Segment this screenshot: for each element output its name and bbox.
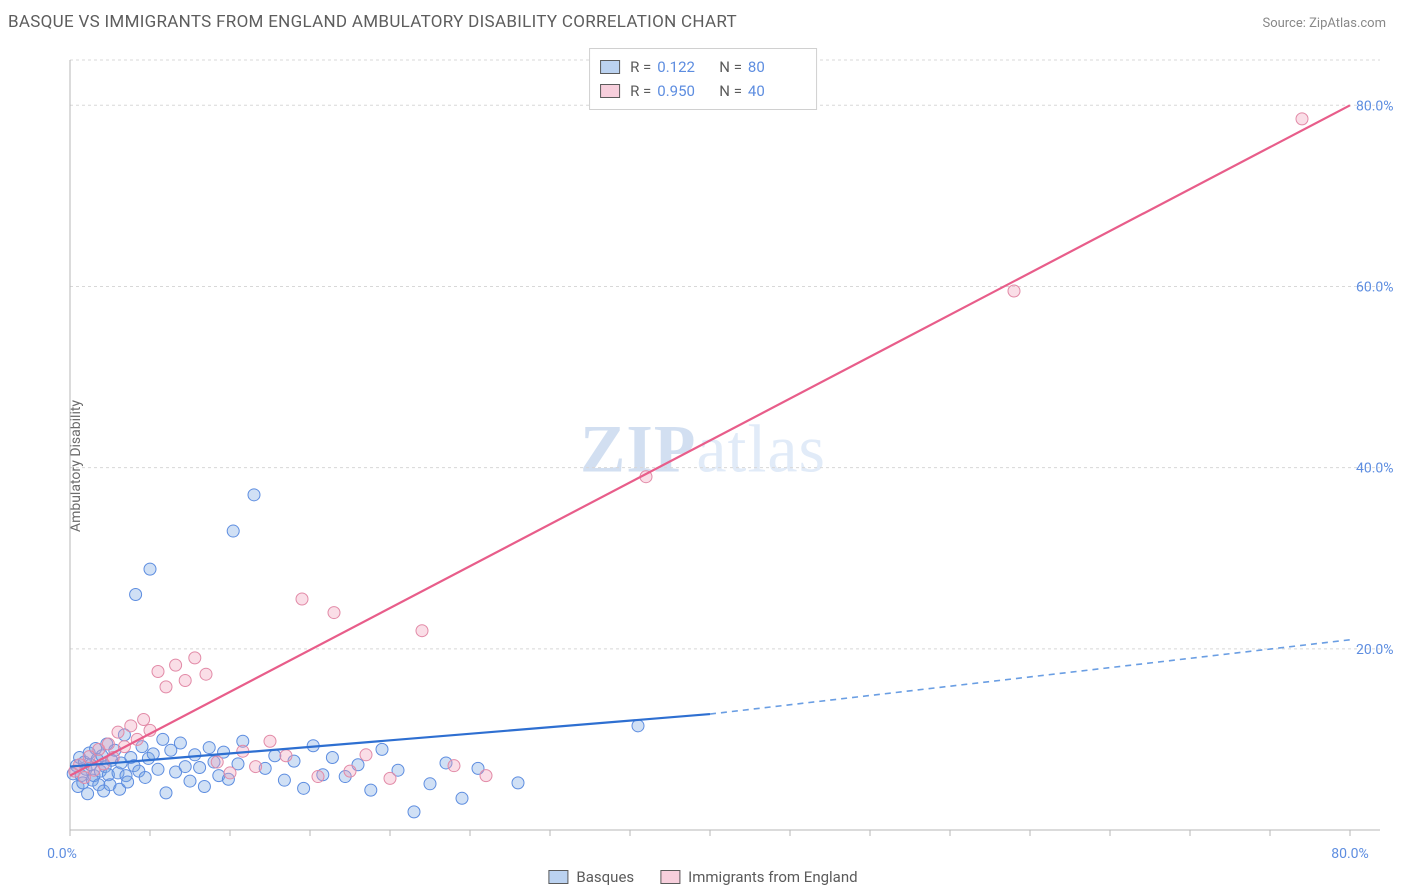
scatter-plot: 20.0% 40.0% 60.0% 80.0% 0.0% 80.0% bbox=[40, 40, 1400, 890]
r-value: 0.122 bbox=[657, 55, 709, 79]
svg-text:20.0%: 20.0% bbox=[1356, 642, 1394, 658]
n-label: N = bbox=[719, 55, 742, 79]
source-prefix: Source: bbox=[1262, 16, 1309, 31]
legend-correlation: R = 0.122 N = 80 R = 0.950 N = 40 bbox=[589, 48, 817, 110]
n-value: 80 bbox=[748, 55, 800, 79]
n-label: N = bbox=[719, 79, 742, 103]
source-name: ZipAtlas.com bbox=[1309, 16, 1386, 31]
svg-text:80.0%: 80.0% bbox=[1356, 98, 1394, 114]
svg-text:60.0%: 60.0% bbox=[1356, 279, 1394, 295]
r-label: R = bbox=[630, 79, 651, 103]
svg-text:40.0%: 40.0% bbox=[1356, 461, 1394, 477]
legend-item-basques: Basques bbox=[548, 868, 634, 886]
legend-series: Basques Immigrants from England bbox=[548, 868, 857, 886]
legend-label: Basques bbox=[576, 868, 634, 886]
r-label: R = bbox=[630, 55, 651, 79]
legend-row-england: R = 0.950 N = 40 bbox=[600, 79, 800, 103]
svg-text:0.0%: 0.0% bbox=[47, 846, 77, 862]
n-value: 40 bbox=[748, 79, 800, 103]
chart-area: Ambulatory Disability ZIPatlas 20.0%40.0… bbox=[0, 40, 1406, 892]
legend-item-england: Immigrants from England bbox=[660, 868, 857, 886]
swatch-blue-icon bbox=[548, 870, 568, 884]
svg-text:80.0%: 80.0% bbox=[1331, 846, 1369, 862]
legend-row-basques: R = 0.122 N = 80 bbox=[600, 55, 800, 79]
swatch-blue-icon bbox=[600, 60, 620, 74]
legend-label: Immigrants from England bbox=[688, 868, 857, 886]
r-value: 0.950 bbox=[657, 79, 709, 103]
chart-header: BASQUE VS IMMIGRANTS FROM ENGLAND AMBULA… bbox=[0, 0, 1406, 36]
swatch-pink-icon bbox=[660, 870, 680, 884]
chart-source: Source: ZipAtlas.com bbox=[1262, 16, 1386, 31]
chart-title: BASQUE VS IMMIGRANTS FROM ENGLAND AMBULA… bbox=[8, 12, 737, 32]
swatch-pink-icon bbox=[600, 84, 620, 98]
